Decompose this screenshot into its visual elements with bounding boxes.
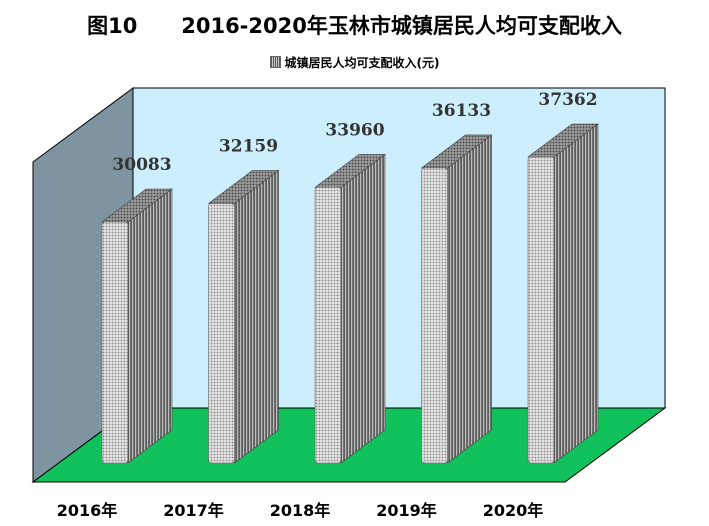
bar-front-face [208, 203, 235, 464]
data-label: 33960 [325, 120, 384, 140]
legend: 城镇居民人均可支配收入(元) [0, 54, 709, 71]
bar-side-face [553, 123, 599, 464]
bar-front-face [421, 167, 448, 464]
bar-2 [207, 169, 280, 464]
bar-front-face [101, 221, 129, 464]
x-tick-label: 2019年 [376, 501, 437, 520]
x-tick-label: 2018年 [270, 501, 331, 520]
bar-5 [527, 123, 599, 464]
legend-swatch [269, 56, 281, 68]
bar-front-face [527, 156, 555, 464]
chart-title: 图10 2016-2020年玉林市城镇居民人均可支配收入 [87, 14, 622, 38]
category-labels-group: 2016年 2017年 2018年 2019年 2020年 [57, 501, 544, 520]
bar-side-face [234, 169, 279, 464]
data-label: 36133 [432, 101, 491, 121]
x-tick-label: 2017年 [163, 501, 224, 520]
bar-1 [101, 188, 173, 464]
x-tick-label: 2020年 [483, 501, 544, 520]
legend-label: 城镇居民人均可支配收入(元) [284, 56, 440, 70]
bar-side-face [127, 188, 173, 464]
bar-3 [314, 153, 386, 464]
data-labels-group: 30083 32159 33960 36133 37362 [112, 90, 597, 175]
x-tick-label: 2016年 [57, 501, 118, 520]
bar-side-face [447, 134, 492, 464]
bar-front-face [314, 187, 342, 464]
data-label: 30083 [112, 155, 171, 175]
data-label: 37362 [538, 90, 597, 110]
data-label: 32159 [219, 136, 278, 156]
bars-group [101, 123, 599, 464]
bar-side-face [340, 153, 386, 464]
bar-4 [420, 134, 493, 464]
